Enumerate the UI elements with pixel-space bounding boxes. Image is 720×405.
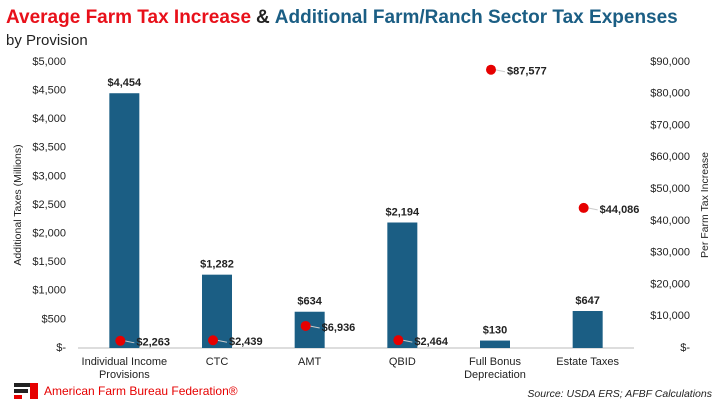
x-tick-label: AMT <box>298 356 322 368</box>
bar <box>387 222 418 348</box>
title-part: Average Farm Tax Increase <box>6 7 251 28</box>
y2-tick-label: $80,000 <box>650 88 690 100</box>
footer-org: American Farm Bureau Federation® <box>44 384 238 398</box>
y-tick-label: $- <box>56 342 66 354</box>
y-tick-label: $3,000 <box>32 170 66 182</box>
y2-tick-label: $40,000 <box>650 215 690 227</box>
bar-value-label: $130 <box>483 324 507 336</box>
y2-tick-label: $50,000 <box>650 183 690 195</box>
title-part: Additional Farm/Ranch Sector Tax Expense… <box>275 7 678 28</box>
chart-subtitle: by Provision <box>6 32 88 49</box>
y-tick-label: $2,500 <box>32 199 66 211</box>
y-tick-label: $1,500 <box>32 256 66 268</box>
bar <box>294 311 325 348</box>
y2-axis-title: Per Farm Tax Increase <box>699 152 711 258</box>
y-tick-label: $4,500 <box>32 85 66 97</box>
title-part: & <box>256 7 270 28</box>
leader-line <box>494 69 506 73</box>
x-tick-label: QBID <box>388 356 416 368</box>
leader-line <box>587 207 598 211</box>
y2-tick-label: $90,000 <box>650 56 690 68</box>
x-tick-label: CTC <box>205 356 229 368</box>
dot <box>300 320 311 331</box>
bar-value-label: $4,454 <box>108 77 143 89</box>
dot <box>208 335 218 346</box>
dot <box>115 335 126 346</box>
y-axis-title: Additional Taxes (Millions) <box>12 144 24 265</box>
bar <box>572 310 603 348</box>
bar-value-label: $2,194 <box>386 206 421 218</box>
y-tick-label: $3,500 <box>32 142 66 154</box>
source-note: Source: USDA ERS; AFBF Calculations <box>527 388 712 400</box>
leader-line <box>124 340 135 344</box>
y-tick-label: $500 <box>42 313 66 325</box>
dot-value-label: $6,936 <box>322 322 356 334</box>
dot-value-label: $87,577 <box>507 66 547 78</box>
y-tick-label: $2,000 <box>32 228 66 240</box>
y-tick-label: $1,000 <box>32 285 66 297</box>
y-tick-label: $4,000 <box>32 113 66 125</box>
y2-tick-label: $20,000 <box>650 278 690 290</box>
dot <box>393 335 404 346</box>
dot-value-label: $2,464 <box>414 336 449 348</box>
y2-tick-label: $- <box>680 342 690 354</box>
leader-line <box>309 325 320 329</box>
x-tick-label: Estate Taxes <box>556 356 620 368</box>
leader-line <box>216 339 228 343</box>
leader-line <box>402 339 413 343</box>
x-tick-label: Individual Income Provisions <box>81 356 168 381</box>
chart-title: Average Farm Tax Increase & Additional Far… <box>6 7 678 28</box>
y2-tick-label: $60,000 <box>650 151 690 163</box>
y2-tick-label: $70,000 <box>650 119 690 131</box>
y2-tick-label: $10,000 <box>650 310 690 322</box>
bar <box>109 93 140 348</box>
dot-value-label: $2,263 <box>136 337 170 349</box>
bar <box>202 274 232 348</box>
afbf-logo <box>14 383 38 399</box>
y2-tick-label: $30,000 <box>650 247 690 259</box>
bar <box>480 340 510 348</box>
dot-value-label: $44,086 <box>600 204 640 216</box>
bar-value-label: $634 <box>297 296 322 308</box>
y-tick-label: $5,000 <box>32 56 66 68</box>
bar-value-label: $1,282 <box>200 259 234 271</box>
dot <box>578 202 589 213</box>
bar-value-label: $647 <box>575 295 599 307</box>
dot <box>486 64 496 75</box>
x-tick-label: Full Bonus Depreciation <box>464 356 526 381</box>
dot-value-label: $2,439 <box>229 336 263 348</box>
